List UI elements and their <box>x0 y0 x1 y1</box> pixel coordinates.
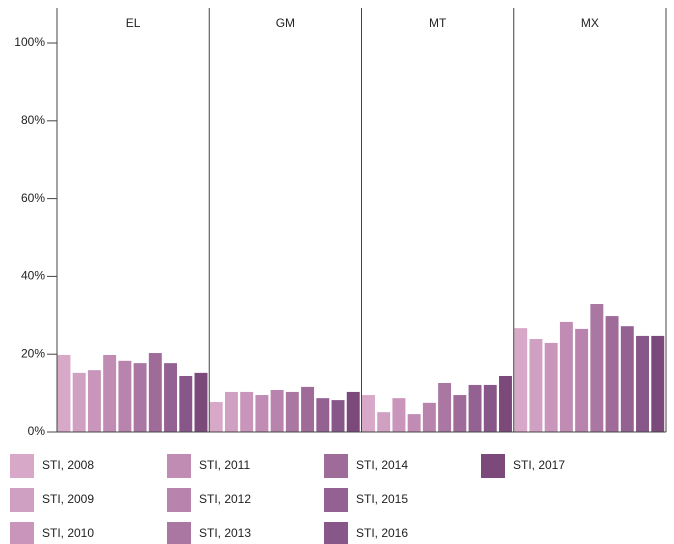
legend-label: STI, 2014 <box>356 458 408 472</box>
bar <box>499 375 512 432</box>
bar <box>438 382 452 432</box>
legend-label: STI, 2017 <box>513 458 565 472</box>
facet-label: GM <box>276 16 295 30</box>
y-tick-label: 0% <box>28 424 46 438</box>
legend-label: STI, 2012 <box>199 492 251 506</box>
bar <box>179 375 193 432</box>
bar <box>620 326 634 432</box>
bar <box>316 398 330 432</box>
bar <box>164 363 178 432</box>
bar <box>559 321 573 432</box>
legend-label: STI, 2009 <box>42 492 94 506</box>
legend-label: STI, 2008 <box>42 458 94 472</box>
facet-label: EL <box>126 16 141 30</box>
bar <box>194 372 208 432</box>
y-tick-label: 40% <box>21 269 45 283</box>
legend-label: STI, 2011 <box>199 458 250 472</box>
bar <box>605 316 619 432</box>
bar <box>422 402 436 432</box>
legend-label: STI, 2013 <box>199 526 251 540</box>
bar <box>362 395 375 432</box>
legend-swatch <box>324 522 348 544</box>
bar <box>270 389 284 432</box>
y-tick-label: 100% <box>14 35 45 49</box>
bar <box>468 384 482 432</box>
y-tick-label: 80% <box>21 113 45 127</box>
bar <box>651 335 665 432</box>
bar <box>346 391 360 432</box>
bar <box>240 391 254 432</box>
legend-swatch <box>324 454 348 478</box>
bar <box>118 360 132 432</box>
legend-swatch <box>10 454 34 478</box>
bar <box>224 391 238 432</box>
legend-swatch <box>10 522 34 544</box>
bar <box>87 370 101 432</box>
legend-label: STI, 2010 <box>42 526 94 540</box>
bar <box>331 400 345 432</box>
legend-swatch <box>481 454 505 478</box>
bar <box>514 328 528 432</box>
legend-swatch <box>167 488 191 512</box>
bar <box>529 339 543 432</box>
bar <box>590 304 604 432</box>
legend-swatch <box>10 488 34 512</box>
bar <box>407 414 421 432</box>
bar <box>72 372 86 432</box>
bar <box>636 335 649 432</box>
bar <box>453 395 467 432</box>
bar <box>285 391 299 432</box>
legend-swatch <box>324 488 348 512</box>
bar <box>392 398 406 432</box>
bar <box>483 384 497 432</box>
bar <box>301 386 315 432</box>
bar <box>148 353 162 432</box>
legend-swatch <box>167 454 191 478</box>
y-tick-label: 60% <box>21 191 45 205</box>
facet-label: MX <box>581 16 599 30</box>
bar <box>103 354 117 432</box>
legend-swatch <box>167 522 191 544</box>
bar <box>377 412 391 432</box>
bar <box>57 354 71 432</box>
bar <box>544 342 558 432</box>
facet-label: MT <box>429 16 447 30</box>
legend-label: STI, 2016 <box>356 526 408 540</box>
legend-label: STI, 2015 <box>356 492 408 506</box>
bar <box>255 395 269 432</box>
bar <box>575 328 589 432</box>
y-tick-label: 20% <box>21 346 45 360</box>
bar <box>133 363 147 432</box>
bar <box>209 402 223 432</box>
